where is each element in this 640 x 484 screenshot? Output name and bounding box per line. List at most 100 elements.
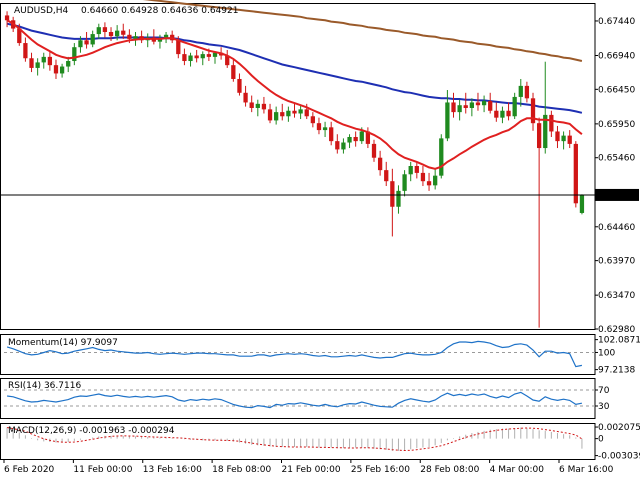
candle [335,134,340,154]
pane-frame-mom [0,334,596,375]
pane-frame-macd [0,423,596,460]
candle [481,95,487,113]
candle-body [433,175,438,186]
candle-body [4,15,10,21]
candle-body [335,141,340,150]
rsi-tick-label: 30 [598,402,610,412]
candle [115,25,120,41]
current-price-tag [595,188,639,201]
candle [41,52,46,69]
candle-body [231,65,236,79]
candle-body [579,195,585,213]
candle-body [267,109,273,121]
current-price-label: 0.64921 [598,191,635,201]
candle [536,117,542,328]
candle [261,96,267,114]
candle [96,23,101,39]
price-tick-label: 0.65950 [598,120,635,130]
candle-body [255,103,260,108]
candle-body [78,40,83,48]
rsi-tick-label: 70 [598,386,610,396]
candle-body [396,190,401,207]
candle-body [188,55,193,62]
candle-body [322,127,328,131]
candle-body [402,174,407,191]
time-axis-label: 25 Feb 16:00 [351,465,410,475]
candle [457,99,462,121]
candle-body [329,127,334,142]
candle-body [212,52,218,57]
price-tick-label: 0.64460 [598,223,635,233]
candle [29,52,34,73]
candle [249,95,254,113]
candle [108,27,114,41]
candle-body [304,109,309,117]
candle [194,49,199,63]
candle [23,37,28,62]
candle-body [536,123,542,149]
candle-body [72,47,77,62]
candle [377,150,383,176]
candle [426,172,432,191]
candle [274,106,279,125]
candle [225,49,230,68]
candle-body [469,102,474,108]
candle [66,56,71,73]
candle-body [194,55,199,59]
time-axis-label: 18 Feb 08:00 [212,465,271,475]
candle-body [59,66,65,74]
candle-body [420,172,426,182]
ma-slow-line [142,0,583,62]
candle [255,99,260,117]
candle-body [573,143,578,204]
macd-signal-line [7,427,583,452]
price-tick-label: 0.66940 [598,51,635,61]
pane-frame-rsi [0,378,596,419]
candle-body [298,109,303,114]
price-tick-label: 0.67440 [598,17,635,27]
candle [433,168,438,190]
candle-body [316,123,322,131]
momentum-title: Momentum(14) 97.9097 [8,338,118,348]
candle [90,30,95,48]
candle [451,92,456,118]
candle [316,117,322,135]
candle-body [157,38,163,42]
candle [200,51,205,66]
candle [347,134,352,149]
candle [555,125,560,149]
candle-body [512,96,517,117]
candle-body [90,34,95,45]
candle-body [567,135,572,144]
momentum-tick-label: 97.2138 [598,366,635,376]
candle [371,139,377,162]
candle-body [66,61,71,67]
candle [280,103,285,121]
ma-mid-line [6,22,583,114]
candle-body [29,58,34,68]
candle [475,92,481,111]
candle [439,134,444,179]
candle-body [237,78,242,93]
candle-body [359,131,364,142]
candle-body [341,142,346,150]
candle-body [310,116,315,124]
candle-body [200,54,205,59]
candle-body [506,110,511,117]
candle-body [445,102,450,139]
candle [420,166,426,187]
candle [408,161,413,182]
candle [353,131,358,147]
candle [384,161,389,187]
candle-body [35,62,40,68]
candle-body [384,170,389,182]
candle-body [426,181,432,186]
candle-body [47,56,53,66]
candle-body [115,30,120,37]
time-axis-label: 6 Mar 16:00 [559,465,614,475]
candle-body [53,65,59,74]
price-tick-label: 0.62980 [598,325,635,335]
price-tick-label: 0.63970 [598,257,635,267]
time-axis-label: 21 Feb 00:00 [282,465,341,475]
